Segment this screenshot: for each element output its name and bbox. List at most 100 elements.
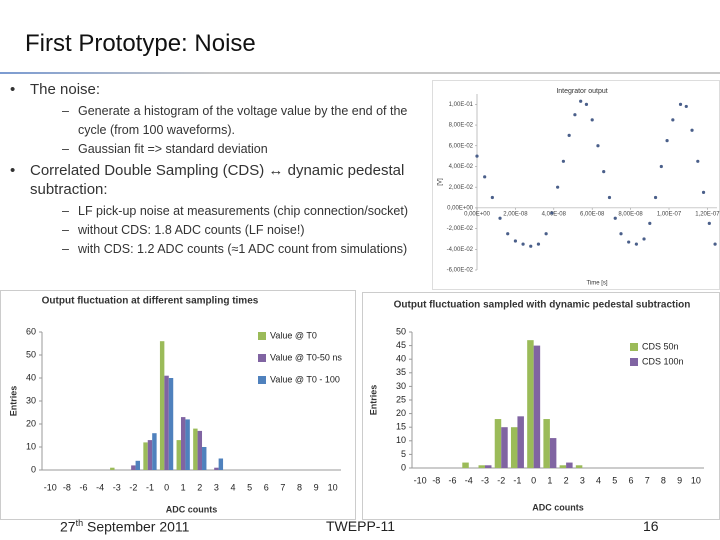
data-point	[584, 102, 589, 106]
y-tick-label: 0,00E+00	[447, 205, 474, 211]
x-tick-label: 0	[531, 475, 536, 485]
x-tick-label: 2	[197, 482, 202, 492]
y-tick-label: 50	[26, 349, 36, 359]
x-tick-label: 0,00E+00	[464, 211, 491, 217]
x-tick-label: 2	[564, 475, 569, 485]
x-tick-label: 10	[691, 475, 701, 485]
bar	[566, 462, 573, 468]
y-tick-label: 10	[26, 441, 36, 451]
bar	[110, 467, 115, 470]
sub-bullet: LF pick-up noise at measurements (chip c…	[62, 202, 430, 221]
x-tick-label: 9	[314, 482, 319, 492]
legend-label: CDS 50n	[642, 341, 679, 351]
data-point	[529, 244, 533, 248]
x-tick-label: 3	[214, 482, 219, 492]
data-point	[521, 242, 525, 246]
data-point	[483, 175, 487, 179]
data-point	[490, 195, 494, 200]
y-tick-label: -6,00E-02	[447, 268, 474, 274]
x-tick-label: 1	[181, 482, 186, 492]
bar	[197, 430, 203, 470]
x-tick-label: -10	[414, 475, 427, 485]
histogram-chart: Output fluctuation sampled with dynamic …	[362, 292, 720, 520]
sub-bullet: Gaussian fit => standard deviation	[62, 140, 430, 159]
y-tick-label: 35	[396, 367, 406, 377]
data-point	[544, 232, 548, 236]
data-point	[602, 170, 606, 174]
x-tick-label: -10	[44, 482, 57, 492]
y-tick-label: 10	[396, 435, 406, 445]
page-number: 16	[643, 518, 659, 534]
x-tick-label: 4	[231, 482, 236, 492]
data-point	[678, 102, 683, 106]
bullet: Correlated Double Sampling (CDS) ↔ dynam…	[10, 161, 430, 259]
bar	[462, 462, 469, 468]
x-tick-label: -4	[96, 482, 104, 492]
bullet-text: The noise:	[30, 81, 101, 98]
data-point	[607, 195, 612, 200]
bar	[202, 447, 207, 470]
x-tick-label: 2,00E-08	[503, 211, 528, 217]
bar	[501, 427, 508, 468]
y-tick-label: 40	[26, 372, 36, 382]
bar	[185, 419, 190, 470]
data-point	[701, 190, 706, 194]
bar	[214, 467, 219, 470]
bar	[168, 378, 174, 470]
x-tick-label: 1	[547, 475, 552, 485]
data-point	[619, 232, 623, 236]
chart-title: Output fluctuation sampled with dynamic …	[394, 300, 691, 311]
y-axis-label: [V]	[438, 178, 444, 186]
data-point	[596, 144, 600, 148]
slide-title: First Prototype: Noise	[25, 30, 256, 57]
bar	[143, 442, 148, 470]
x-tick-label: 6	[628, 475, 633, 485]
y-tick-label: 45	[396, 340, 406, 350]
bar	[517, 416, 524, 468]
bar	[485, 465, 492, 468]
bar	[533, 345, 541, 468]
data-point	[671, 118, 675, 122]
y-tick-label: 30	[26, 395, 36, 405]
bullet: The noise: Generate a histogram of the v…	[10, 80, 430, 159]
bar	[527, 340, 534, 468]
sub-bullet: without CDS: 1.8 ADC counts (LF noise!)	[62, 221, 430, 240]
bar	[543, 419, 550, 468]
histogram-chart: Output fluctuation at different sampling…	[0, 290, 356, 520]
y-tick-label: 20	[396, 408, 406, 418]
data-point	[690, 128, 694, 132]
y-tick-label: 8,00E-02	[449, 123, 474, 129]
chart-frame	[362, 292, 720, 520]
bar	[218, 458, 224, 470]
bar	[193, 428, 198, 470]
data-point	[627, 240, 631, 244]
x-tick-label: 9	[677, 475, 682, 485]
bar	[159, 341, 165, 470]
chart-frame	[432, 80, 720, 290]
x-tick-label: -2	[497, 475, 505, 485]
y-tick-label: 4,00E-02	[449, 164, 474, 170]
data-point	[498, 216, 502, 220]
data-point	[684, 104, 688, 109]
data-point	[613, 216, 617, 220]
x-tick-label: 0	[164, 482, 169, 492]
x-tick-label: 7	[645, 475, 650, 485]
x-tick-label: 8,00E-08	[618, 211, 643, 217]
x-tick-label: 6,00E-08	[580, 211, 605, 217]
x-tick-label: 8	[661, 475, 666, 485]
bar	[478, 465, 485, 468]
data-point	[567, 133, 571, 138]
x-tick-label: -2	[129, 482, 137, 492]
x-tick-label: 1,20E-07	[695, 211, 720, 217]
x-tick-label: 5	[612, 475, 617, 485]
y-tick-label: 0	[401, 462, 406, 472]
x-tick-label: 5	[247, 482, 252, 492]
y-tick-label: 60	[26, 326, 36, 336]
date-rest: September 2011	[86, 518, 190, 535]
data-point	[556, 185, 560, 189]
data-point	[707, 221, 711, 226]
legend-label: CDS 100n	[642, 356, 684, 366]
sub-list: LF pick-up noise at measurements (chip c…	[30, 202, 430, 259]
date-day: 27	[60, 518, 76, 535]
